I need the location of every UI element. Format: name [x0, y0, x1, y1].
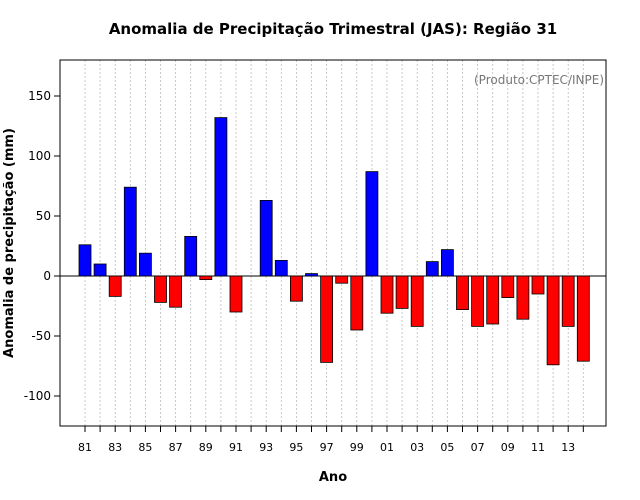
x-tick-label: 97: [320, 441, 334, 454]
y-tick-label: -50: [31, 329, 51, 343]
source-note: (Produto:CPTEC/INPE): [474, 73, 604, 87]
bar-94: [274, 259, 288, 277]
bar-11: [531, 275, 545, 295]
y-tick-label: 0: [43, 269, 51, 283]
bar-04: [425, 261, 439, 277]
bars: [78, 117, 590, 366]
bar-89: [199, 275, 213, 280]
bar-90: [214, 117, 228, 277]
bar-88: [184, 235, 198, 277]
vertical-gridlines: [84, 60, 584, 426]
bar-00: [365, 171, 379, 277]
x-tick-label: 03: [410, 441, 424, 454]
x-axis-label: Ano: [319, 470, 347, 485]
y-tick-label: 150: [28, 89, 51, 103]
bar-99: [350, 275, 364, 331]
bar-81: [78, 244, 92, 277]
bar-06: [456, 275, 469, 310]
plot-frame: [59, 59, 607, 427]
bar-97: [320, 275, 334, 363]
bar-01: [380, 275, 394, 314]
y-tick-label: 50: [36, 209, 51, 223]
x-tick-label: 89: [199, 441, 213, 454]
y-tick-label: -100: [24, 389, 51, 403]
bar-08: [486, 275, 500, 325]
bar-87: [169, 275, 183, 308]
bar-82: [93, 263, 107, 277]
x-tick-label: 07: [471, 441, 485, 454]
bar-12: [546, 275, 560, 366]
bar-95: [289, 275, 303, 302]
x-tick-label: 95: [289, 441, 303, 454]
bar-09: [501, 275, 515, 299]
x-tick-label: 13: [561, 441, 575, 454]
x-tick-label: 87: [169, 441, 183, 454]
x-tick-label: 11: [531, 441, 545, 454]
bar-14: [576, 275, 590, 362]
x-tick-label: 81: [78, 441, 92, 454]
bar-84: [123, 186, 137, 277]
bar-85: [138, 252, 152, 277]
bar-05: [440, 249, 454, 277]
x-tick-label: 91: [229, 441, 243, 454]
bar-02: [395, 275, 409, 309]
x-tick-label: 85: [138, 441, 152, 454]
bar-86: [154, 275, 167, 303]
bar-03: [410, 275, 424, 327]
bar-93: [259, 199, 273, 277]
x-tick-label: 05: [440, 441, 454, 454]
bar-10: [516, 275, 530, 320]
chart-title: Anomalia de Precipitação Trimestral (JAS…: [109, 20, 557, 38]
bar-96: [305, 273, 318, 277]
x-tick-label: 01: [380, 441, 394, 454]
x-tick-label: 99: [350, 441, 364, 454]
y-axis: -100 -50 0 50 100 150: [24, 89, 60, 403]
x-axis: 81 83 85 87 89 91 93 95 97 99 01 03 05 07 09 11 13: [78, 425, 584, 454]
bar-13: [561, 275, 575, 327]
bar-83: [108, 275, 122, 297]
bar-07: [471, 275, 485, 327]
bar-98: [335, 275, 349, 284]
bar-91: [229, 275, 243, 313]
y-axis-label: Anomalia de precipitação (mm): [2, 128, 17, 358]
x-tick-label: 83: [108, 441, 122, 454]
x-tick-label: 09: [501, 441, 515, 454]
y-tick-label: 100: [28, 149, 51, 163]
x-tick-label: 93: [259, 441, 273, 454]
